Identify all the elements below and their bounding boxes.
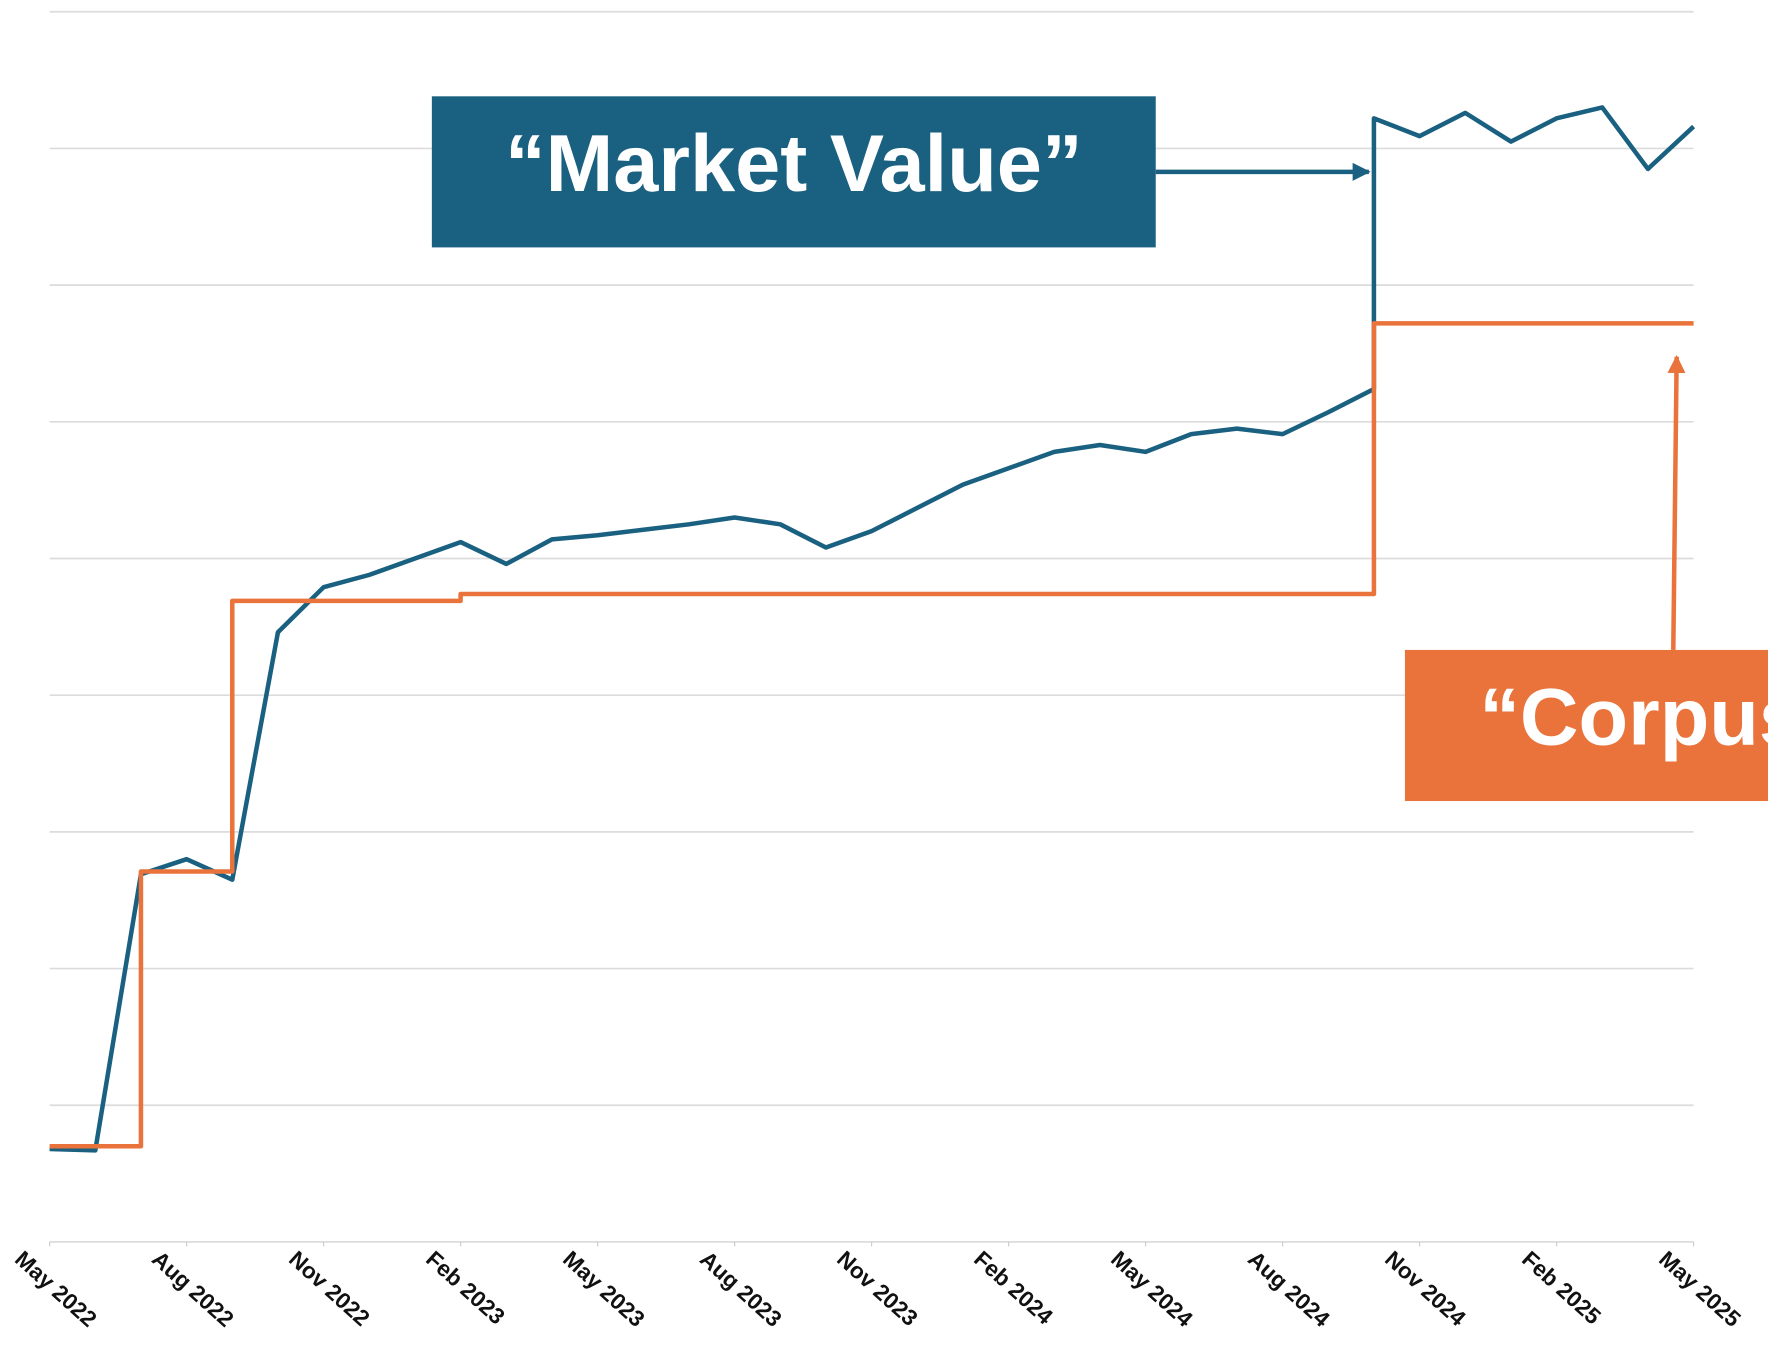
line-series (49, 105, 1696, 1153)
annotation-box (431, 96, 1156, 248)
x-tick-label: Nov 2023 (832, 1246, 922, 1331)
x-tick-label: Feb 2025 (1517, 1246, 1605, 1329)
x-tick-label: May 2024 (1106, 1246, 1198, 1332)
annotation-box (1404, 649, 1768, 802)
x-tick-label: May 2025 (1654, 1246, 1745, 1332)
annotation-text: “Market Value” (505, 119, 1082, 209)
x-tick-label: Aug 2023 (695, 1246, 786, 1332)
x-tick-label: May 2022 (10, 1246, 101, 1332)
annotation-arrow (1667, 354, 1686, 650)
x-tick-label: Nov 2022 (284, 1246, 374, 1331)
x-tick-label: Aug 2022 (147, 1246, 238, 1332)
x-tick-label: Feb 2024 (969, 1246, 1058, 1329)
x-tick-label: May 2023 (558, 1246, 649, 1332)
line-series (49, 321, 1694, 1149)
x-tick-label: Feb 2023 (421, 1246, 509, 1329)
x-tick-label: Nov 2024 (1380, 1246, 1471, 1331)
x-tick-label: Aug 2024 (1243, 1246, 1335, 1332)
annotation-text: “Corpus” (1479, 673, 1768, 763)
